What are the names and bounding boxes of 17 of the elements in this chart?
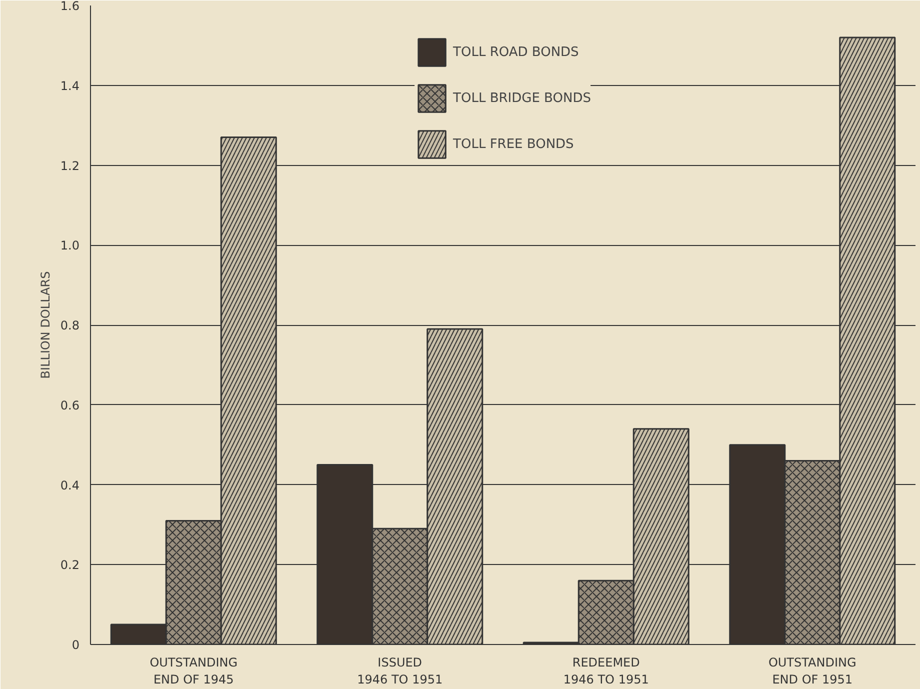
y-tick-label: 1.4 (60, 78, 80, 93)
x-tick-label: OUTSTANDING END OF 1945 (150, 656, 238, 686)
y-tick-label: 0.4 (60, 478, 80, 492)
x-tick-label: REDEEMED 1946 TO 1951 (563, 656, 649, 686)
legend-label: TOLL FREE BONDS (453, 136, 574, 152)
y-tick-label: 1.6 (60, 0, 80, 13)
y-tick-label: 1.0 (60, 238, 80, 253)
x-tick-label: ISSUED 1946 TO 1951 (357, 656, 443, 686)
y-axis-title: BILLION DOLLARS (38, 271, 52, 379)
x-tick-label: OUTSTANDING END OF 1951 (768, 656, 856, 686)
y-tick-label: 0.6 (60, 398, 80, 412)
legend-label: TOLL ROAD BONDS (453, 44, 579, 60)
y-tick-label: 1.2 (60, 158, 80, 173)
y-tick-label: 0.2 (60, 558, 80, 572)
legend-label: TOLL BRIDGE BONDS (453, 90, 591, 106)
y-tick-label: 0.8 (60, 318, 80, 332)
y-tick-label: 0 (72, 638, 80, 652)
